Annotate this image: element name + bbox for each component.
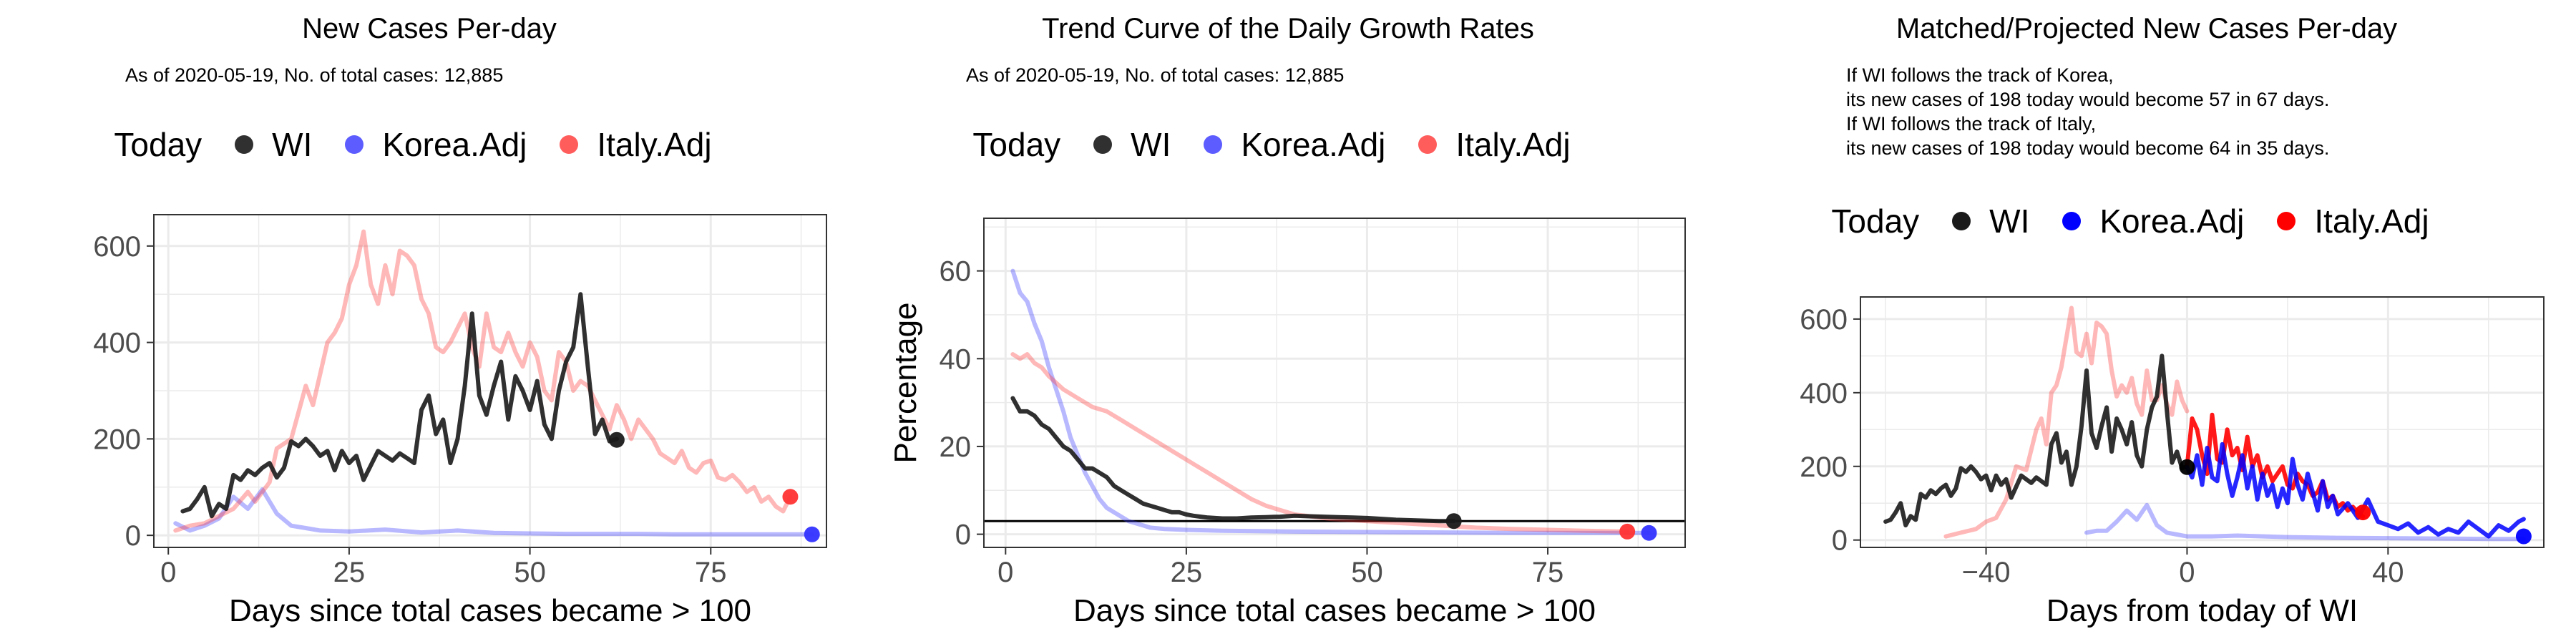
panel-matched-projected: Matched/Projected New Cases Per-day If W… [1717, 0, 2576, 644]
series-line-italy-adj-history [1943, 306, 2190, 539]
today-point-wi [608, 431, 625, 448]
today-point-korea-adj [2515, 528, 2532, 545]
projection-note-line: If WI follows the track of Italy, [1846, 113, 2097, 135]
wi-dot-icon [1952, 212, 1971, 230]
korea-dot-icon [1204, 135, 1223, 154]
legend-item-italy: Italy.Adj [1418, 125, 1571, 164]
plot-frame [153, 214, 827, 548]
y-tick-label: 20 [940, 431, 972, 463]
x-tick-label: −40 [1962, 557, 2011, 588]
series-line-wi [1883, 353, 2190, 528]
plot-frame [1860, 296, 2545, 548]
wi-dot-icon [1093, 135, 1113, 154]
legend-item-korea: Korea.Adj [1204, 125, 1385, 164]
today-point-italy-adj [782, 489, 799, 505]
projection-note: If WI follows the track of Korea, its ne… [1846, 63, 2329, 160]
today-point-wi [1445, 513, 1462, 530]
chart-subtitle: As of 2020-05-19, No. of total cases: 12… [125, 64, 504, 86]
today-point-korea-adj [804, 526, 820, 542]
legend-item-korea: Korea.Adj [2062, 202, 2244, 240]
series-line-italy-adj [1010, 352, 1630, 534]
chart-title: Trend Curve of the Daily Growth Rates [1042, 13, 1534, 44]
x-tick-label: 25 [333, 557, 366, 588]
legend: Today WI Korea.Adj Italy.Adj [859, 125, 1717, 164]
series-line-wi [180, 292, 619, 519]
legend-label-korea: Korea.Adj [1241, 126, 1386, 163]
x-axis-label: Days from today of WI [2046, 593, 2358, 628]
x-axis-label: Days since total cases became > 100 [229, 593, 751, 628]
panel-growth-rates: Trend Curve of the Daily Growth Rates As… [859, 0, 1717, 644]
x-tick-label: 25 [1171, 557, 1203, 588]
series-line-korea-adj-history [2084, 502, 2526, 542]
legend-label-italy: Italy.Adj [1455, 126, 1571, 163]
series-line-korea-adj [1010, 268, 1652, 535]
y-tick-label: 0 [125, 520, 141, 552]
italy-dot-icon [1418, 135, 1438, 154]
panel-new-cases: New Cases Per-day As of 2020-05-19, No. … [0, 0, 859, 644]
legend-title: Today [972, 126, 1061, 163]
legend-label-korea: Korea.Adj [382, 126, 527, 163]
legend-label-wi: WI [1131, 126, 1171, 163]
today-point-korea-adj [1641, 525, 1657, 541]
projection-note-line: its new cases of 198 today would become … [1846, 137, 2330, 159]
y-tick-label: 600 [1800, 304, 1848, 336]
today-point-italy-adj [1619, 523, 1636, 540]
legend-item-italy: Italy.Adj [560, 125, 712, 164]
today-point-italy-adj [2355, 504, 2371, 521]
new-cases-chart: 0 25 50 75 0 200 400 600 Days since total cases … [93, 214, 827, 628]
legend: Today WI Korea.Adj Italy.Adj [1717, 202, 2576, 240]
growth-rate-chart: 0 25 50 75 0 20 40 60 Days since total cases bec… [888, 218, 1686, 628]
legend: Today WI Korea.Adj Italy.Adj [0, 125, 859, 164]
x-tick-label: 75 [1532, 557, 1564, 588]
legend-label-wi: WI [272, 126, 313, 163]
y-tick-label: 0 [1832, 525, 1848, 557]
italy-dot-icon [2277, 212, 2296, 230]
x-tick-label: 0 [2179, 557, 2195, 588]
x-tick-label: 75 [695, 557, 727, 588]
y-tick-label: 400 [93, 328, 141, 359]
legend-item-wi: WI [235, 125, 312, 164]
y-tick-label: 40 [940, 343, 972, 375]
today-point-wi [2179, 459, 2195, 475]
y-tick-label: 200 [93, 424, 141, 455]
italy-dot-icon [560, 135, 579, 154]
x-tick-label: 50 [514, 557, 546, 588]
chart-title: New Cases Per-day [302, 13, 557, 44]
plot-frame [983, 218, 1686, 548]
wi-dot-icon [235, 135, 254, 154]
y-tick-label: 0 [955, 519, 971, 551]
x-tick-label: 40 [2372, 557, 2404, 588]
korea-dot-icon [345, 135, 364, 154]
korea-dot-icon [2062, 212, 2082, 230]
legend-item-korea: Korea.Adj [345, 125, 527, 164]
projection-note-line: If WI follows the track of Korea, [1846, 64, 2114, 86]
y-tick-label: 400 [1800, 378, 1848, 409]
legend-item-wi: WI [1093, 125, 1171, 164]
legend-label-korea: Korea.Adj [2099, 203, 2245, 240]
legend-item-wi: WI [1952, 202, 2029, 240]
projection-note-line: its new cases of 198 today would become … [1846, 89, 2330, 110]
legend-label-wi: WI [1989, 203, 2030, 240]
chart-title: Matched/Projected New Cases Per-day [1896, 13, 2398, 44]
x-tick-label: 0 [997, 557, 1013, 588]
y-tick-label: 600 [93, 231, 141, 263]
legend-title: Today [1831, 203, 1920, 240]
legend-title: Today [114, 126, 203, 163]
x-tick-label: 50 [1351, 557, 1383, 588]
legend-label-italy: Italy.Adj [2314, 203, 2429, 240]
legend-item-italy: Italy.Adj [2277, 202, 2429, 240]
y-axis-label: Percentage [888, 302, 923, 463]
legend-label-italy: Italy.Adj [597, 126, 712, 163]
x-tick-label: 0 [160, 557, 176, 588]
x-axis-label: Days since total cases became > 100 [1073, 593, 1596, 628]
series-line-italy-adj [173, 229, 793, 533]
series-line-korea-adj [173, 487, 814, 537]
y-tick-label: 60 [940, 256, 972, 288]
chart-subtitle: As of 2020-05-19, No. of total cases: 12… [966, 64, 1345, 86]
series-line-korea-adj-projected [2185, 441, 2526, 539]
series-line-wi [1010, 396, 1456, 524]
y-tick-label: 200 [1800, 452, 1848, 483]
